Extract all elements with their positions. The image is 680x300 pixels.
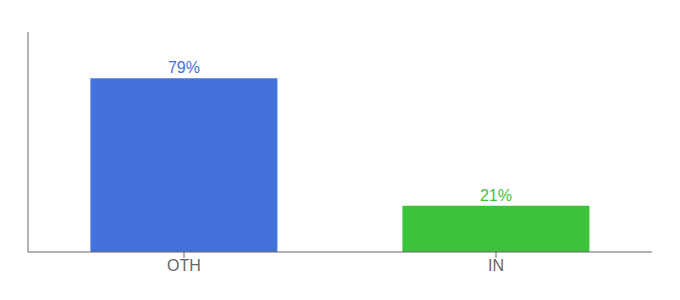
svg-text:21%: 21%: [480, 187, 512, 204]
svg-text:79%: 79%: [168, 59, 200, 76]
svg-text:OTH: OTH: [167, 257, 201, 274]
svg-text:IN: IN: [488, 257, 504, 274]
